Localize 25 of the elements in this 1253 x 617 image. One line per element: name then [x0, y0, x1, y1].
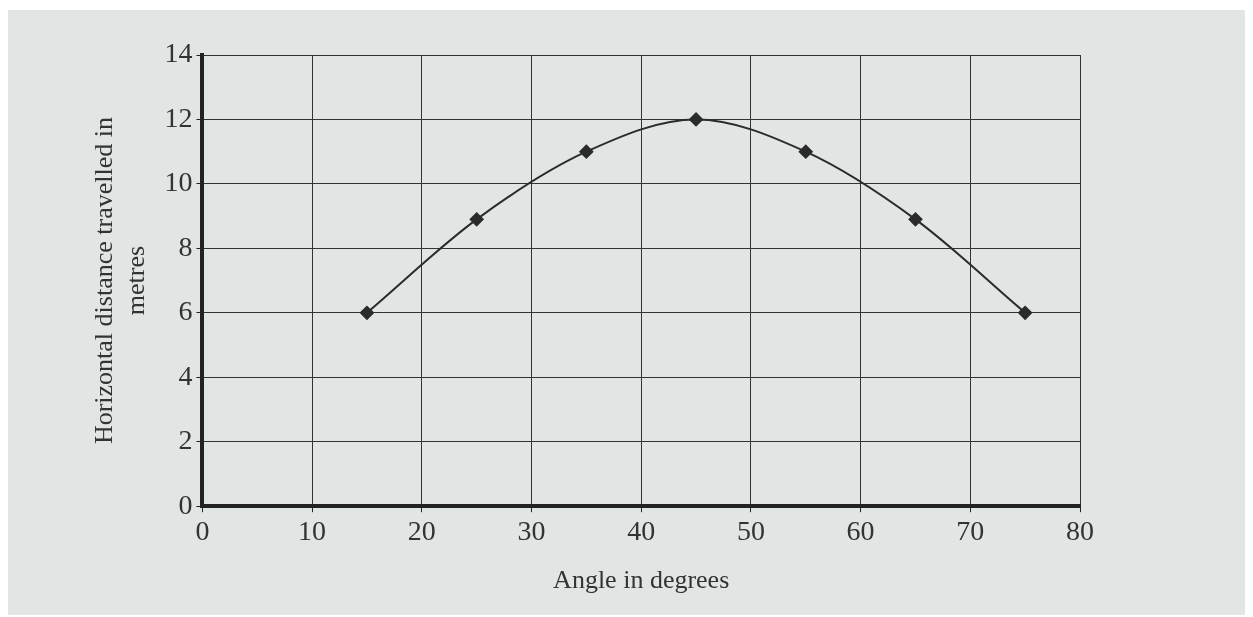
- x-axis-title: Angle in degrees: [553, 565, 730, 595]
- x-tick-label: 30: [517, 515, 546, 547]
- x-tick-label: 60: [846, 515, 875, 547]
- y-tick-label: 4: [178, 359, 193, 391]
- y-tick-label: 12: [164, 101, 193, 133]
- x-tick-label: 10: [298, 515, 327, 547]
- y-tick-label: 14: [164, 37, 193, 69]
- y-axis-title: Horizontal distance travelled in metres: [89, 117, 150, 445]
- y-tick-label: 2: [178, 424, 193, 456]
- point: [579, 144, 594, 159]
- x-tick-label: 50: [736, 515, 765, 547]
- point: [689, 112, 704, 127]
- x-tick-label: 40: [627, 515, 656, 547]
- x-tick-label: 80: [1066, 515, 1094, 547]
- point: [908, 212, 923, 227]
- y-tick-label: 10: [164, 166, 193, 198]
- y-tick-label: 0: [178, 488, 193, 520]
- y-tick-label: 6: [178, 295, 193, 327]
- point: [1018, 305, 1033, 320]
- x-tick-label: 20: [407, 515, 436, 547]
- y-tick-label: 8: [178, 230, 193, 262]
- point: [798, 144, 813, 159]
- point: [469, 212, 484, 227]
- x-tick-label: 70: [956, 515, 985, 547]
- point: [359, 305, 374, 320]
